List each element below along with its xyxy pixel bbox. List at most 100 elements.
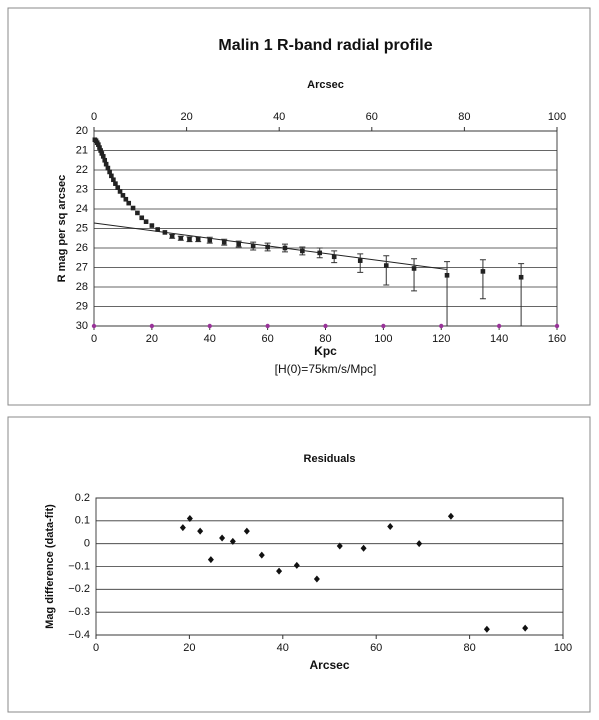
x2-tick-label: 20 — [180, 111, 192, 123]
data-point — [143, 219, 149, 224]
data-point — [103, 161, 109, 167]
data-point — [99, 151, 105, 156]
data-point — [300, 248, 305, 254]
y-tick-label: 23 — [76, 183, 88, 195]
x-tick-label: 0 — [93, 642, 99, 654]
x2-tick-label: 40 — [273, 111, 285, 123]
data-point — [243, 527, 250, 535]
error-bar — [383, 255, 390, 286]
x-tick-label: 80 — [319, 333, 331, 345]
y-tick-label: −0.3 — [68, 606, 90, 618]
x-tick-label: 60 — [370, 642, 382, 654]
y-tick-label: 0 — [84, 538, 90, 550]
data-point — [97, 145, 102, 150]
data-point — [105, 165, 111, 171]
axis-marker — [91, 323, 97, 329]
data-point — [229, 537, 236, 545]
x2-tick-label: 60 — [366, 111, 378, 123]
y-tick-label: 21 — [76, 144, 88, 156]
chart-title: Residuals — [304, 453, 356, 465]
data-point — [250, 243, 256, 249]
data-point — [111, 177, 116, 183]
data-point — [96, 142, 101, 147]
data-point — [483, 625, 490, 633]
x2-axis-title: Arcsec — [307, 79, 344, 91]
fit-line — [93, 222, 448, 270]
error-bar — [444, 261, 451, 327]
data-point — [109, 173, 114, 179]
x-tick-label: 20 — [146, 333, 158, 345]
data-point — [126, 200, 132, 206]
data-point — [186, 515, 193, 523]
y-tick-label: 29 — [76, 300, 88, 312]
data-point — [276, 567, 283, 575]
data-point — [383, 263, 389, 268]
data-point — [313, 575, 320, 583]
data-point — [149, 223, 155, 228]
data-point — [207, 556, 214, 564]
data-point — [107, 169, 112, 175]
y-tick-label: 30 — [76, 320, 88, 332]
data-point — [178, 235, 184, 241]
y-tick-label: 0.2 — [75, 492, 90, 504]
data-point — [265, 244, 270, 250]
y-tick-label: 20 — [76, 125, 88, 137]
data-point — [135, 210, 140, 216]
x-tick-label: 120 — [432, 333, 450, 345]
data-point — [258, 551, 265, 559]
data-point — [317, 250, 323, 256]
data-point — [117, 189, 123, 194]
x-tick-label: 100 — [374, 333, 392, 345]
data-point — [522, 624, 529, 632]
data-point — [102, 157, 108, 163]
data-point — [123, 196, 129, 202]
data-point — [130, 205, 136, 211]
x2-tick-label: 100 — [548, 111, 566, 123]
y-tick-label: 22 — [76, 164, 88, 176]
y-axis-title: R mag per sq arcsec — [56, 175, 68, 283]
data-point — [336, 542, 343, 550]
data-point — [169, 234, 175, 239]
data-point — [360, 544, 367, 552]
x-tick-label: 0 — [91, 333, 97, 345]
y-axis-title: Mag difference (data-fit) — [44, 504, 56, 629]
axis-marker — [207, 323, 212, 329]
x-tick-label: 140 — [490, 333, 508, 345]
x-axis-title: Kpc — [314, 344, 337, 358]
data-point — [195, 236, 201, 242]
data-point — [179, 524, 186, 532]
y-tick-label: 27 — [76, 261, 88, 273]
axis-marker — [381, 323, 386, 329]
x2-tick-label: 0 — [91, 111, 97, 123]
data-point — [387, 523, 394, 531]
axis-marker — [496, 323, 502, 329]
data-point — [236, 241, 241, 247]
x-axis-title: Arcsec — [309, 658, 349, 672]
data-point — [207, 237, 213, 243]
data-point — [187, 236, 192, 242]
error-bar — [479, 259, 486, 300]
y-tick-label: 0.1 — [75, 515, 90, 527]
data-point — [120, 193, 126, 198]
data-point — [219, 534, 226, 542]
data-point — [162, 230, 168, 235]
data-point — [155, 227, 160, 232]
y-tick-label: 25 — [76, 222, 88, 234]
data-point — [221, 239, 227, 245]
data-point — [139, 215, 145, 221]
x-tick-label: 160 — [548, 333, 566, 345]
error-bar — [357, 253, 364, 273]
data-point — [444, 273, 450, 278]
data-point — [447, 512, 454, 520]
data-point — [411, 266, 417, 271]
data-point — [113, 181, 118, 186]
data-point — [98, 148, 103, 153]
chart-title: Malin 1 R-band radial profile — [218, 37, 432, 54]
y-tick-label: −0.2 — [68, 583, 90, 595]
data-point — [100, 154, 106, 159]
data-point — [480, 269, 486, 274]
x-tick-label: 40 — [277, 642, 289, 654]
axis-marker — [323, 323, 328, 329]
x2-tick-label: 80 — [458, 111, 470, 123]
